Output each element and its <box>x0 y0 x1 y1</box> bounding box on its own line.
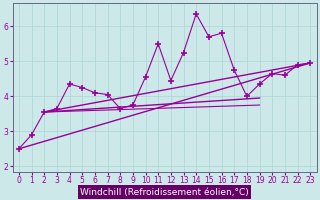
X-axis label: Windchill (Refroidissement éolien,°C): Windchill (Refroidissement éolien,°C) <box>80 188 249 197</box>
